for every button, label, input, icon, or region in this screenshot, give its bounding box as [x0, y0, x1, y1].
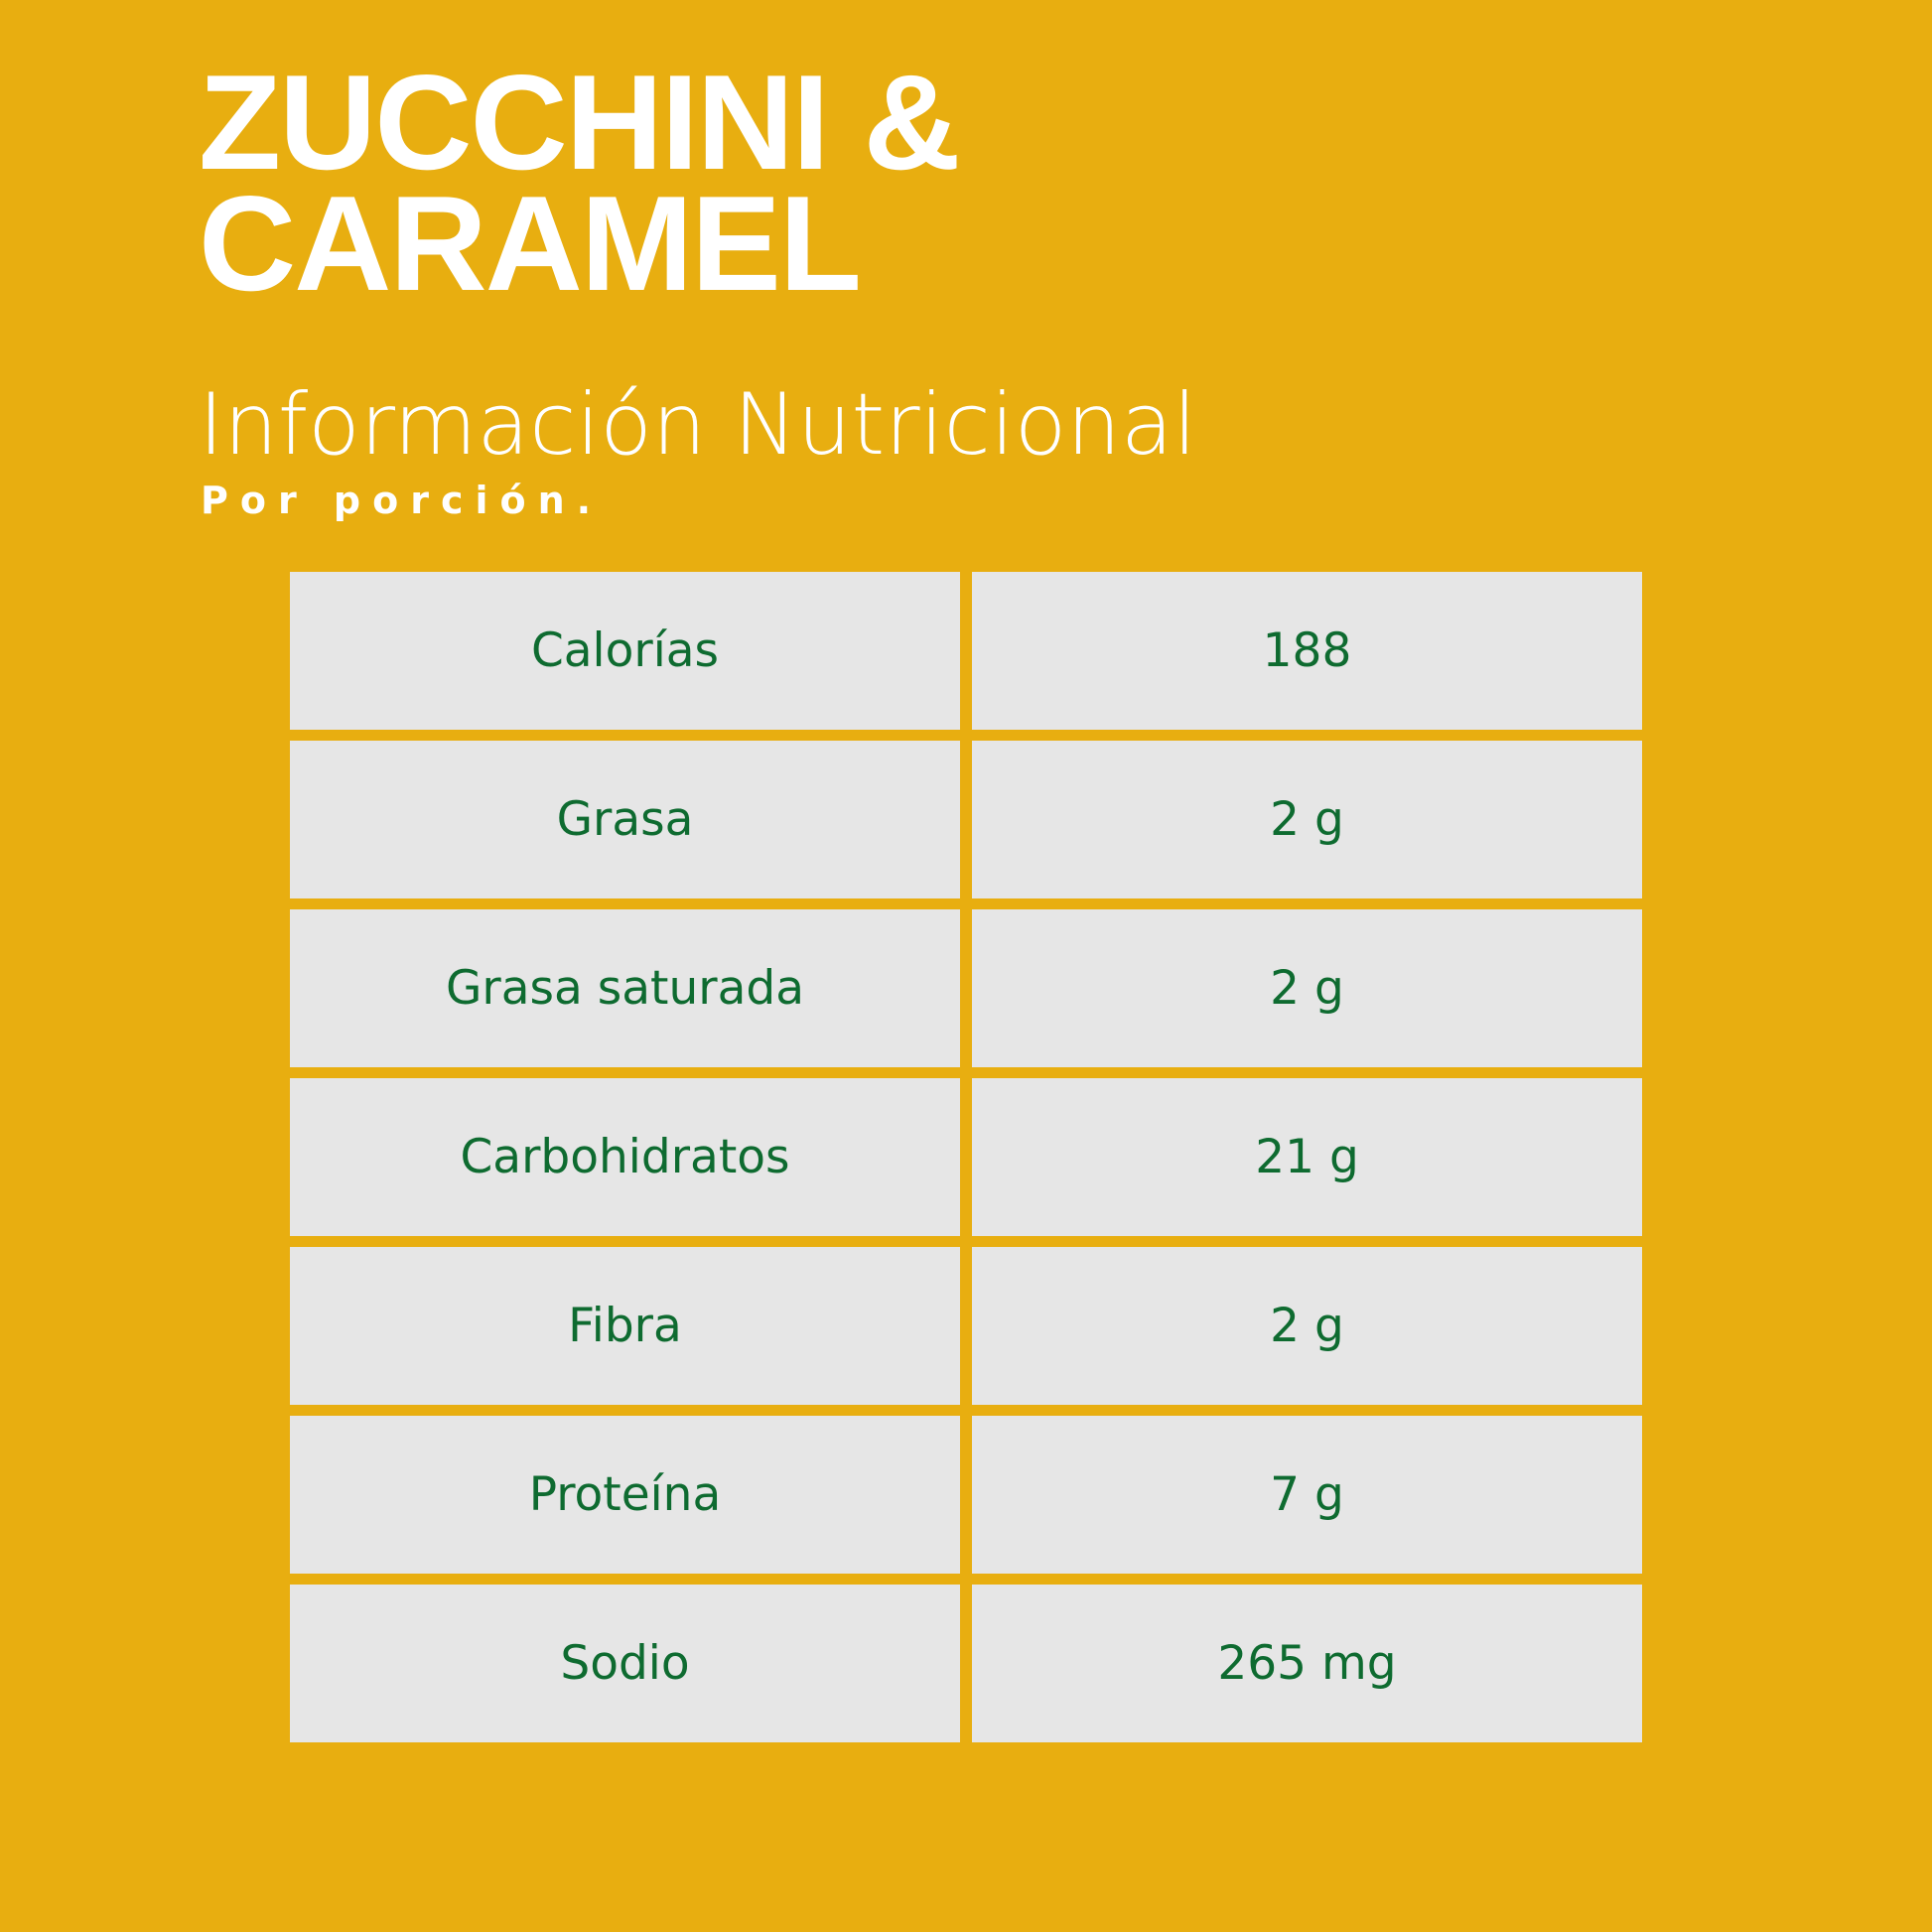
section-heading: Información Nutricional — [199, 375, 1197, 475]
product-title-line-2: CARAMEL — [199, 168, 862, 319]
product-title: ZUCCHINI & CARAMEL — [199, 47, 961, 319]
nutrient-value-cell: 2 g — [972, 741, 1642, 898]
nutrient-value-cell: 265 mg — [972, 1585, 1642, 1742]
nutrient-label-cell: Grasa — [290, 741, 960, 898]
product-title-line-1: ZUCCHINI & — [199, 47, 961, 198]
nutrient-label-cell: Grasa saturada — [290, 909, 960, 1067]
nutrient-value-cell: 2 g — [972, 1247, 1642, 1405]
nutrient-value-cell: 21 g — [972, 1078, 1642, 1236]
nutrient-value-cell: 2 g — [972, 909, 1642, 1067]
nutrient-label-cell: Calorías — [290, 572, 960, 730]
nutrient-label-cell: Sodio — [290, 1585, 960, 1742]
nutrition-table: Calorías 188 Grasa 2 g Grasa saturada 2 g Carb… — [290, 572, 1642, 1742]
nutrient-value-cell: 7 g — [972, 1416, 1642, 1574]
serving-note: Por porción. — [201, 479, 604, 522]
nutrient-label-cell: Proteína — [290, 1416, 960, 1574]
nutrient-label-cell: Carbohidratos — [290, 1078, 960, 1236]
nutrient-label-cell: Fibra — [290, 1247, 960, 1405]
nutrient-value-cell: 188 — [972, 572, 1642, 730]
